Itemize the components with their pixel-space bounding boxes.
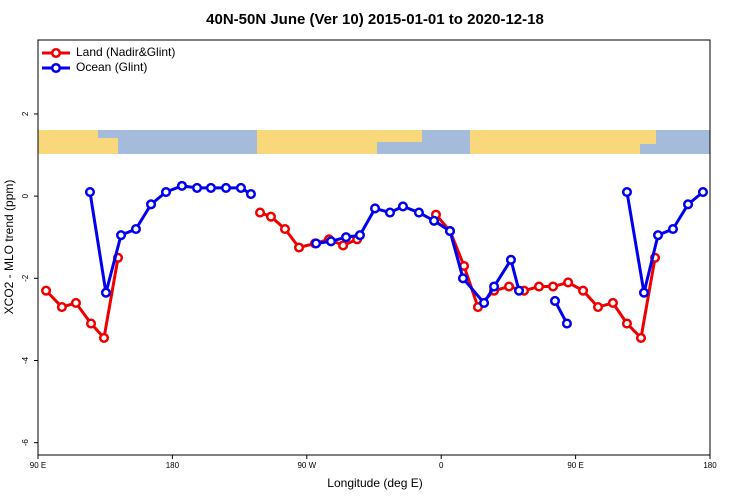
- point: [41, 285, 52, 296]
- point: [638, 287, 650, 298]
- point: [549, 295, 561, 306]
- point: [621, 186, 633, 198]
- legend: Land (Nadir&Glint)Ocean (Glint): [42, 45, 175, 74]
- point: [682, 199, 694, 210]
- point: [479, 297, 490, 309]
- point: [621, 318, 633, 329]
- legend-label: Land (Nadir&Glint): [76, 45, 175, 59]
- point: [533, 281, 545, 292]
- point: [513, 285, 525, 296]
- point: [369, 203, 381, 214]
- chart-title: 40N-50N June (Ver 10) 2015-01-01 to 2020…: [206, 11, 544, 28]
- point: [652, 230, 664, 241]
- point: [397, 201, 409, 212]
- point: [265, 211, 277, 222]
- point: [255, 207, 266, 218]
- point: [84, 186, 96, 198]
- x-tick-label: 90 E: [30, 461, 46, 470]
- point: [578, 285, 589, 296]
- point: [413, 207, 424, 218]
- point: [220, 182, 232, 193]
- point: [56, 302, 67, 313]
- point: [279, 223, 291, 235]
- point: [176, 180, 188, 191]
- point: [354, 230, 366, 241]
- point: [293, 242, 305, 253]
- point: [115, 230, 127, 241]
- point: [311, 238, 322, 249]
- point: [548, 281, 559, 292]
- x-axis-label: Longitude (deg E): [327, 476, 422, 490]
- point: [592, 302, 604, 313]
- point: [245, 189, 256, 200]
- x-tick-label: 90 W: [297, 461, 316, 470]
- legend-marker: [50, 62, 62, 74]
- point: [563, 277, 574, 288]
- point: [130, 223, 142, 235]
- legend-marker: [50, 47, 62, 59]
- point: [191, 182, 203, 193]
- point: [325, 236, 337, 247]
- point: [489, 281, 500, 292]
- point: [444, 226, 456, 237]
- x-tick-label: 90 E: [567, 461, 583, 470]
- point: [697, 186, 709, 198]
- y-axis-label: XCO2 - MLO trend (ppm): [2, 180, 16, 315]
- point: [160, 186, 172, 198]
- point: [85, 318, 97, 329]
- y-tick-label: -2: [21, 274, 30, 282]
- point: [100, 287, 111, 298]
- point: [341, 232, 352, 243]
- x-tick-label: 0: [439, 461, 444, 470]
- x-tick-label: 180: [703, 461, 717, 470]
- point: [503, 281, 515, 292]
- point: [338, 240, 349, 251]
- plot-frame: [37, 39, 711, 456]
- point: [607, 297, 618, 309]
- legend-label: Ocean (Glint): [76, 60, 147, 74]
- x-tick-label: 180: [166, 461, 180, 470]
- point: [98, 332, 110, 343]
- point: [384, 207, 396, 218]
- point: [145, 199, 157, 210]
- point: [205, 182, 216, 193]
- point: [235, 182, 246, 193]
- y-tick-label: 2: [21, 111, 30, 116]
- point: [457, 273, 469, 284]
- point: [428, 215, 440, 226]
- point: [561, 318, 572, 329]
- point: [70, 297, 81, 309]
- y-tick-label: 0: [21, 193, 30, 198]
- map-band: [38, 130, 710, 154]
- point: [505, 254, 516, 265]
- y-tick-label: -4: [21, 356, 30, 364]
- y-tick-label: -6: [21, 439, 30, 447]
- point: [667, 223, 679, 235]
- point: [635, 332, 647, 343]
